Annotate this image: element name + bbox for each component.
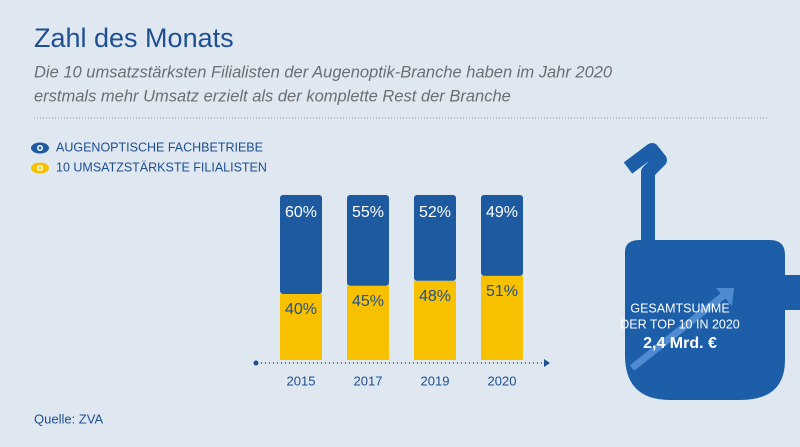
source: Quelle: ZVA [34, 411, 103, 426]
x-tick-label: 2020 [488, 373, 517, 388]
value-label: 48% [419, 288, 451, 305]
x-tick-label: 2017 [354, 373, 383, 388]
axis-end [253, 360, 259, 366]
bar-segment [280, 195, 322, 294]
axis-arrow [544, 359, 550, 367]
legend-pupil [38, 146, 42, 150]
x-tick-label: 2015 [287, 373, 316, 388]
annotation: 2,4 Mrd. € [643, 335, 717, 352]
bar-segment [414, 195, 456, 281]
glasses-arm [623, 143, 667, 250]
x-tick-label: 2019 [421, 373, 450, 388]
value-label: 40% [285, 301, 317, 318]
bar-segment [347, 195, 389, 286]
arrow-head [716, 288, 734, 306]
value-label: 60% [285, 204, 317, 221]
annotation: DER TOP 10 IN 2020 [620, 317, 740, 331]
value-label: 55% [352, 204, 384, 221]
glasses-icon [623, 143, 800, 400]
legend-label: AUGENOPTISCHE FACHBETRIEBE [56, 140, 263, 154]
legend-pupil [38, 166, 42, 170]
bar-segment [414, 280, 456, 360]
value-label: 45% [352, 293, 384, 310]
bar-segment [347, 285, 389, 360]
value-label: 51% [486, 283, 518, 300]
bar-segment [481, 275, 523, 360]
bar-segment [481, 195, 523, 276]
legend-label: 10 UMSATZSTÄRKSTE FILIALISTEN [56, 160, 267, 174]
subtitle: Die 10 umsatzstärksten Filialisten der A… [34, 63, 613, 81]
arrow [629, 289, 731, 371]
bar-segment [280, 294, 322, 360]
glasses-lens [625, 240, 800, 400]
annotation: GESAMTSUMME [630, 301, 729, 315]
value-label: 52% [419, 204, 451, 221]
value-label: 49% [486, 204, 518, 221]
chart-title: Zahl des Monats [34, 23, 234, 53]
subtitle: erstmals mehr Umsatz erzielt als der kom… [34, 87, 511, 105]
